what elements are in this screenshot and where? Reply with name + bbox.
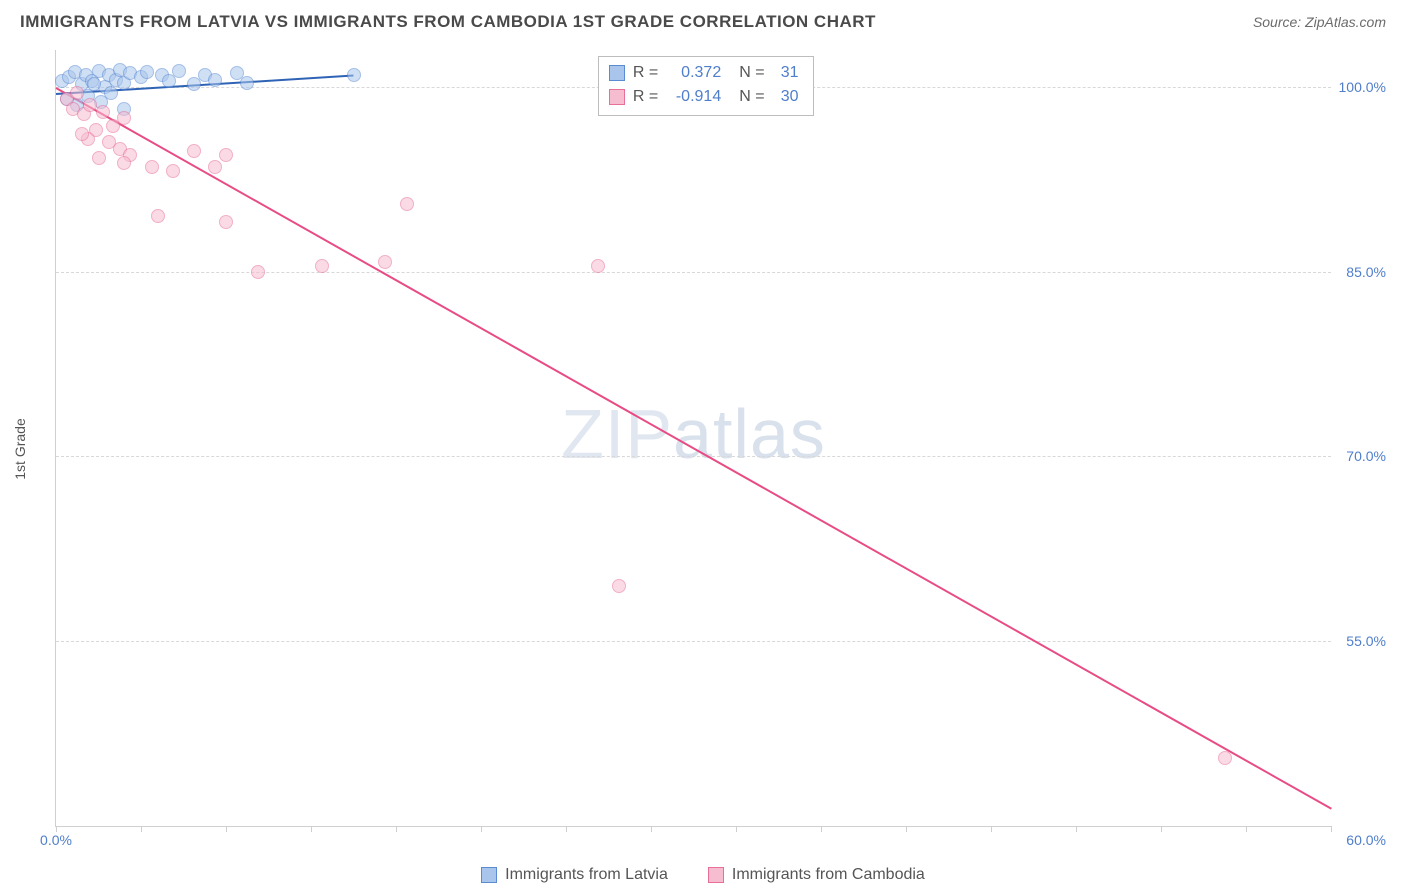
y-tick-label: 85.0% xyxy=(1336,264,1386,280)
x-tick xyxy=(311,826,312,832)
scatter-point xyxy=(187,144,201,158)
scatter-point xyxy=(347,68,361,82)
legend-swatch xyxy=(708,867,724,883)
legend-label: Immigrants from Latvia xyxy=(505,866,668,884)
scatter-point xyxy=(70,86,84,100)
x-tick xyxy=(396,826,397,832)
stat-label: N = xyxy=(739,61,764,85)
scatter-point xyxy=(140,65,154,79)
stat-r-value: -0.914 xyxy=(666,85,721,109)
stat-label: R = xyxy=(633,61,658,85)
scatter-point xyxy=(172,64,186,78)
stats-row: R = -0.914 N = 30 xyxy=(609,85,799,109)
stat-label: R = xyxy=(633,85,658,109)
scatter-point xyxy=(145,160,159,174)
scatter-point xyxy=(166,164,180,178)
scatter-point xyxy=(208,160,222,174)
y-tick-label: 100.0% xyxy=(1336,79,1386,95)
scatter-point xyxy=(1218,751,1232,765)
x-tick xyxy=(481,826,482,832)
gridline-h xyxy=(56,456,1331,457)
stat-n-value: 30 xyxy=(773,85,799,109)
y-tick-label: 70.0% xyxy=(1336,448,1386,464)
legend-swatch xyxy=(609,89,625,105)
scatter-point xyxy=(240,76,254,90)
scatter-point xyxy=(612,579,626,593)
scatter-point xyxy=(219,148,233,162)
x-tick xyxy=(1246,826,1247,832)
x-tick xyxy=(1331,826,1332,832)
y-tick-label: 55.0% xyxy=(1336,633,1386,649)
legend-swatch xyxy=(481,867,497,883)
scatter-point xyxy=(104,86,118,100)
x-tick xyxy=(906,826,907,832)
gridline-h xyxy=(56,641,1331,642)
x-tick xyxy=(141,826,142,832)
plot-area: ZIPatlas 55.0%70.0%85.0%100.0%0.0%60.0%R… xyxy=(55,50,1331,827)
scatter-point xyxy=(208,73,222,87)
chart-title: IMMIGRANTS FROM LATVIA VS IMMIGRANTS FRO… xyxy=(20,12,876,32)
plot-wrapper: 1st Grade ZIPatlas 55.0%70.0%85.0%100.0%… xyxy=(55,50,1386,847)
scatter-point xyxy=(117,156,131,170)
watermark: ZIPatlas xyxy=(561,394,826,474)
x-tick-label: 60.0% xyxy=(1346,832,1386,848)
stats-row: R = 0.372 N = 31 xyxy=(609,61,799,85)
x-tick xyxy=(821,826,822,832)
scatter-point xyxy=(251,265,265,279)
stat-n-value: 31 xyxy=(773,61,799,85)
legend-label: Immigrants from Cambodia xyxy=(732,866,925,884)
scatter-point xyxy=(117,111,131,125)
trend-line xyxy=(56,87,1332,809)
scatter-point xyxy=(378,255,392,269)
scatter-point xyxy=(92,151,106,165)
scatter-point xyxy=(591,259,605,273)
gridline-h xyxy=(56,272,1331,273)
scatter-point xyxy=(219,215,233,229)
stat-label: N = xyxy=(739,85,764,109)
scatter-point xyxy=(96,105,110,119)
x-tick xyxy=(651,826,652,832)
bottom-legend: Immigrants from Latvia Immigrants from Ca… xyxy=(0,866,1406,884)
scatter-point xyxy=(87,77,101,91)
legend-item: Immigrants from Latvia xyxy=(481,866,668,884)
scatter-point xyxy=(75,127,89,141)
x-tick xyxy=(1161,826,1162,832)
legend-item: Immigrants from Cambodia xyxy=(708,866,925,884)
x-tick xyxy=(566,826,567,832)
y-axis-label: 1st Grade xyxy=(12,418,28,479)
stat-r-value: 0.372 xyxy=(666,61,721,85)
scatter-point xyxy=(151,209,165,223)
source-attribution: Source: ZipAtlas.com xyxy=(1253,14,1386,30)
stats-box: R = 0.372 N = 31 R = -0.914 N = 30 xyxy=(598,56,814,116)
x-tick xyxy=(1076,826,1077,832)
scatter-point xyxy=(315,259,329,273)
scatter-point xyxy=(400,197,414,211)
x-tick xyxy=(226,826,227,832)
legend-swatch xyxy=(609,65,625,81)
x-tick xyxy=(736,826,737,832)
x-tick-label: 0.0% xyxy=(40,832,72,848)
x-tick xyxy=(991,826,992,832)
